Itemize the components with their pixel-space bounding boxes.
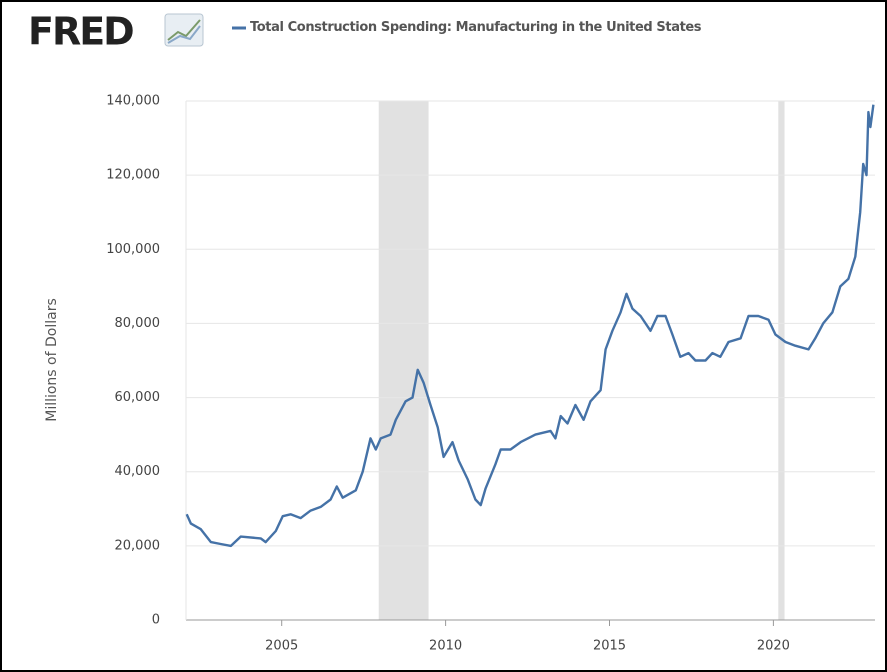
legend-label: Total Construction Spending: Manufacturi… — [250, 20, 702, 35]
logo-icon — [164, 13, 204, 47]
y-axis-label: Millions of Dollars — [44, 298, 60, 422]
recession-band — [778, 101, 785, 620]
x-tick-label: 2015 — [593, 639, 626, 654]
y-tick-label: 40,000 — [115, 464, 161, 479]
y-tick-label: 100,000 — [106, 242, 160, 257]
y-tick-label: 140,000 — [106, 94, 160, 109]
y-tick-label: 80,000 — [115, 316, 161, 331]
logo: FRED — [28, 10, 133, 54]
data-line — [185, 104, 875, 548]
y-tick-label: 0 — [152, 613, 160, 628]
x-tick-label: 2005 — [265, 639, 298, 654]
recession-band — [378, 101, 429, 620]
x-tick-label: 2010 — [429, 639, 462, 654]
y-tick-label: 20,000 — [115, 538, 161, 553]
y-tick-label: 60,000 — [115, 390, 161, 405]
y-tick-label: 120,000 — [106, 168, 160, 183]
x-tick-label: 2020 — [757, 639, 790, 654]
